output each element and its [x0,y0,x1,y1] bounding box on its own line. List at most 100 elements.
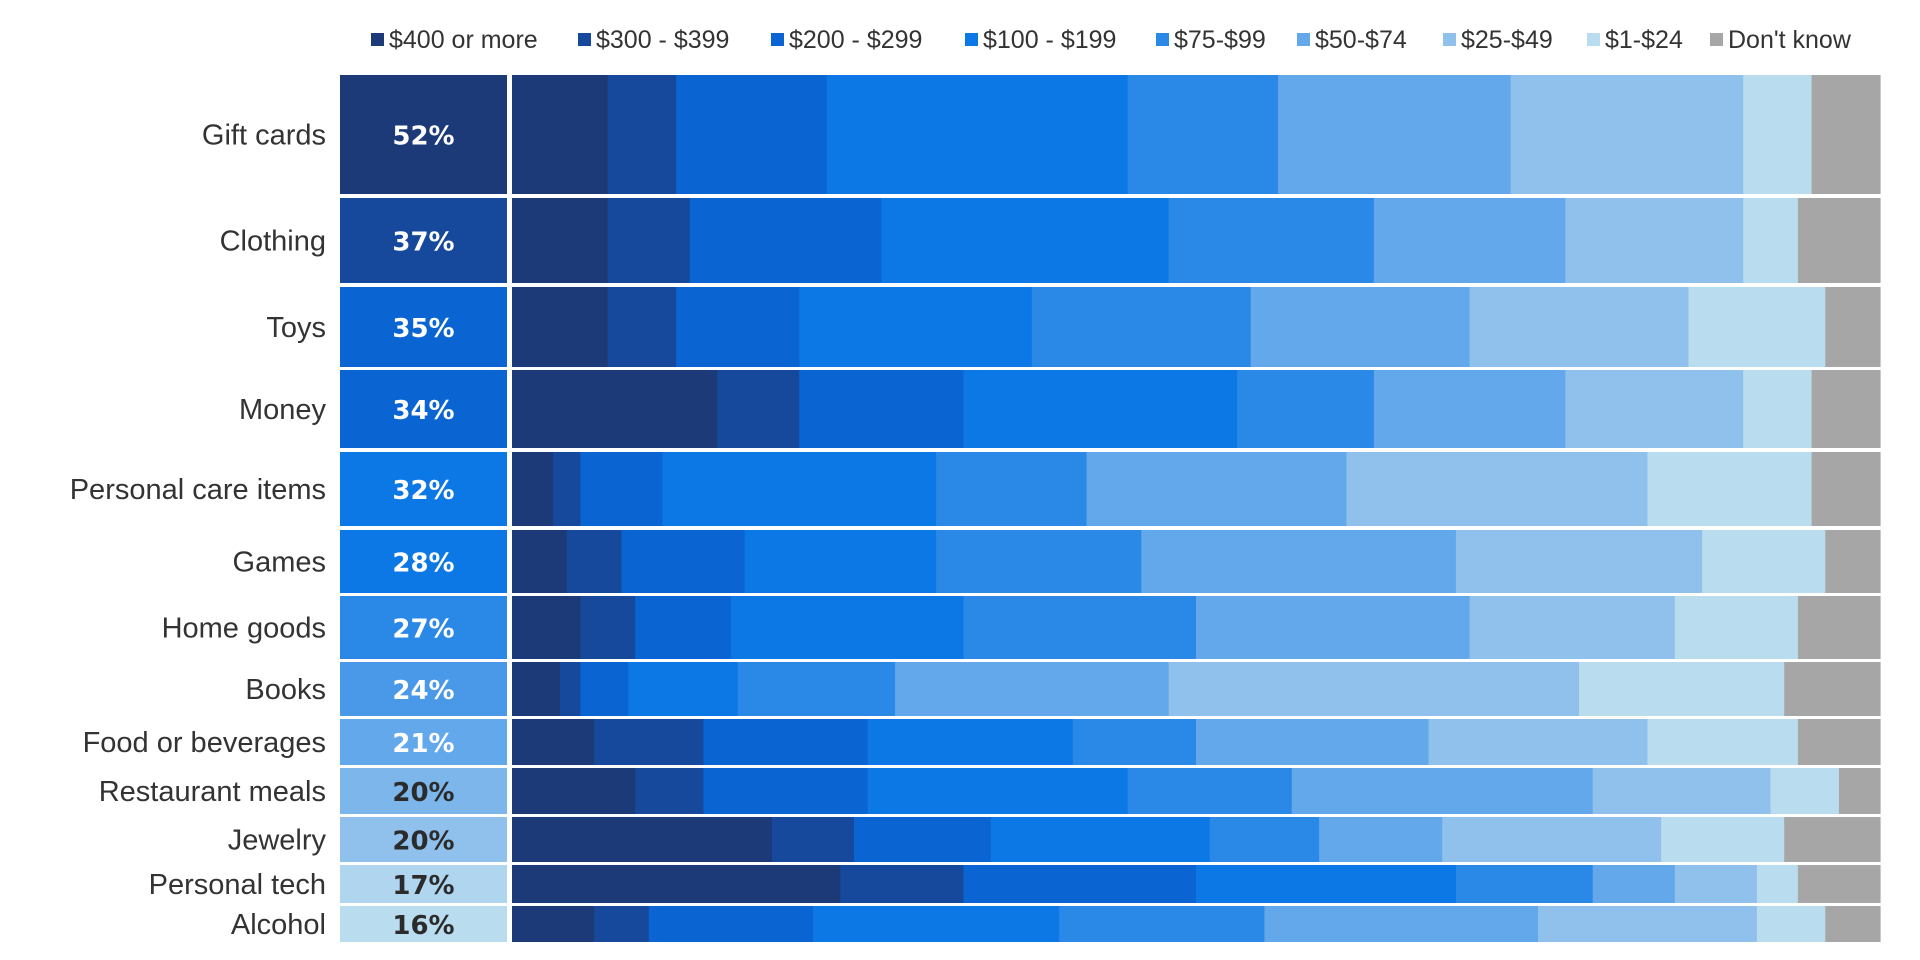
bar-segment-300-399 [607,198,691,283]
share-value-gift-cards: 52% [392,122,454,152]
legend-label: $75-$99 [1174,26,1266,54]
bar-segment-200-299 [580,452,664,526]
bar-segment-don-t-know [1811,452,1881,526]
bar-segment-50-74 [1141,530,1457,593]
bar-segment-don-t-know [1825,906,1881,942]
bar-segment-1-24 [1579,662,1785,716]
category-label-clothing: Clothing [220,226,326,258]
bar-segment-300-399 [840,865,965,903]
bar-segment-1-24 [1674,596,1799,659]
bar-segment-75-99 [1072,719,1197,765]
share-value-books: 24% [392,676,454,706]
bar-segment-100-199 [1196,865,1457,903]
bar-segment-1-24 [1743,370,1813,448]
bar-segment-don-t-know [1784,817,1881,862]
legend-label: $300 - $399 [596,26,729,54]
legend-swatch [371,33,384,46]
bar-segment-200-299 [799,370,965,448]
share-cell-clothing [340,198,507,283]
bar-segment-100-199 [799,287,1033,367]
bar-segment-don-t-know [1797,596,1881,659]
share-cell-personal-care-items [340,452,507,526]
legend-swatch [578,33,591,46]
bar-segment-400-or-more [512,596,581,659]
share-value-food-or-beverages: 21% [392,729,454,759]
bar-segment-1-24 [1661,817,1785,862]
bar-segment-50-74 [1373,370,1566,448]
bar-segment-400-or-more [512,530,568,593]
bar-segment-200-299 [635,596,732,659]
bar-segment-1-24 [1756,865,1799,903]
bar-segment-200-299 [648,906,814,942]
legend-item-400-or-more: $400 or more [371,26,538,54]
bar-segment-300-399 [771,817,855,862]
legend-item-100-199: $100 - $199 [965,26,1116,54]
bar-segment-100-199 [990,817,1211,862]
bar-segment-75-99 [936,452,1088,526]
bar-segment-1-24 [1756,906,1826,942]
bar-segment-25-49 [1674,865,1758,903]
bar-segment-100-199 [812,906,1060,942]
share-value-clothing: 37% [392,228,454,258]
bar-row-home-goods [512,596,1881,659]
bar-segment-200-299 [689,198,882,283]
bar-segment-don-t-know [1784,662,1881,716]
category-label-books: Books [245,674,326,706]
share-value-toys: 35% [392,314,454,344]
share-cell-food-or-beverages [340,719,507,765]
share-cell-books [340,662,507,716]
bar-segment-75-99 [936,530,1142,593]
bar-segment-100-199 [963,370,1238,448]
bar-segment-75-99 [1127,768,1293,814]
category-label-toys: Toys [266,312,326,344]
bar-segment-200-299 [676,75,828,194]
category-label-personal-tech: Personal tech [149,869,326,901]
legend-swatch [771,33,784,46]
chart-legend: $400 or more $300 - $399 $200 - $299 $100 -… [371,26,1852,54]
bar-segment-25-49 [1428,719,1649,765]
bar-segment-75-99 [1059,906,1265,942]
category-label-gift-cards: Gift cards [202,120,326,152]
bar-segment-50-74 [1264,906,1539,942]
bar-segment-1-24 [1647,452,1813,526]
bar-segment-50-74 [1592,865,1676,903]
legend-label: $400 or more [389,26,538,54]
share-value-money: 34% [392,396,454,426]
bar-segment-100-199 [662,452,937,526]
bar-segment-25-49 [1510,75,1744,194]
bar-segment-50-74 [1086,452,1348,526]
category-label-home-goods: Home goods [162,613,326,645]
bar-segment-400-or-more [512,768,636,814]
bar-segment-300-399 [580,596,636,659]
bar-segment-75-99 [963,596,1197,659]
legend-item-25-49: $25-$49 [1443,26,1553,54]
bar-row-restaurant-meals [512,768,1881,814]
bar-segment-1-24 [1743,75,1813,194]
bar-segment-1-24 [1743,198,1799,283]
bar-segment-100-199 [867,719,1074,765]
share-value-personal-tech: 17% [392,871,454,901]
bar-segment-300-399 [566,530,623,593]
bar-segment-300-399 [594,719,705,765]
bar-segment-200-299 [676,287,800,367]
category-label-food-or-beverages: Food or beverages [83,727,326,759]
category-label-jewelry: Jewelry [228,825,327,857]
category-label-money: Money [239,394,327,426]
bar-segment-400-or-more [512,719,595,765]
bar-segment-100-199 [744,530,937,593]
bar-segment-300-399 [717,370,800,448]
legend-label: $50-$74 [1315,26,1407,54]
stacked-bars [512,75,1881,942]
bar-segment-25-49 [1168,662,1580,716]
bar-segment-75-99 [1209,817,1320,862]
bar-segment-25-49 [1565,370,1744,448]
bar-segment-300-399 [635,768,705,814]
category-label-games: Games [233,547,326,579]
share-value-games: 28% [392,549,454,579]
bar-segment-200-299 [703,768,869,814]
bar-segment-300-399 [594,906,650,942]
bar-segment-don-t-know [1811,370,1881,448]
legend-label: $25-$49 [1461,26,1553,54]
bar-segment-300-399 [553,452,581,526]
